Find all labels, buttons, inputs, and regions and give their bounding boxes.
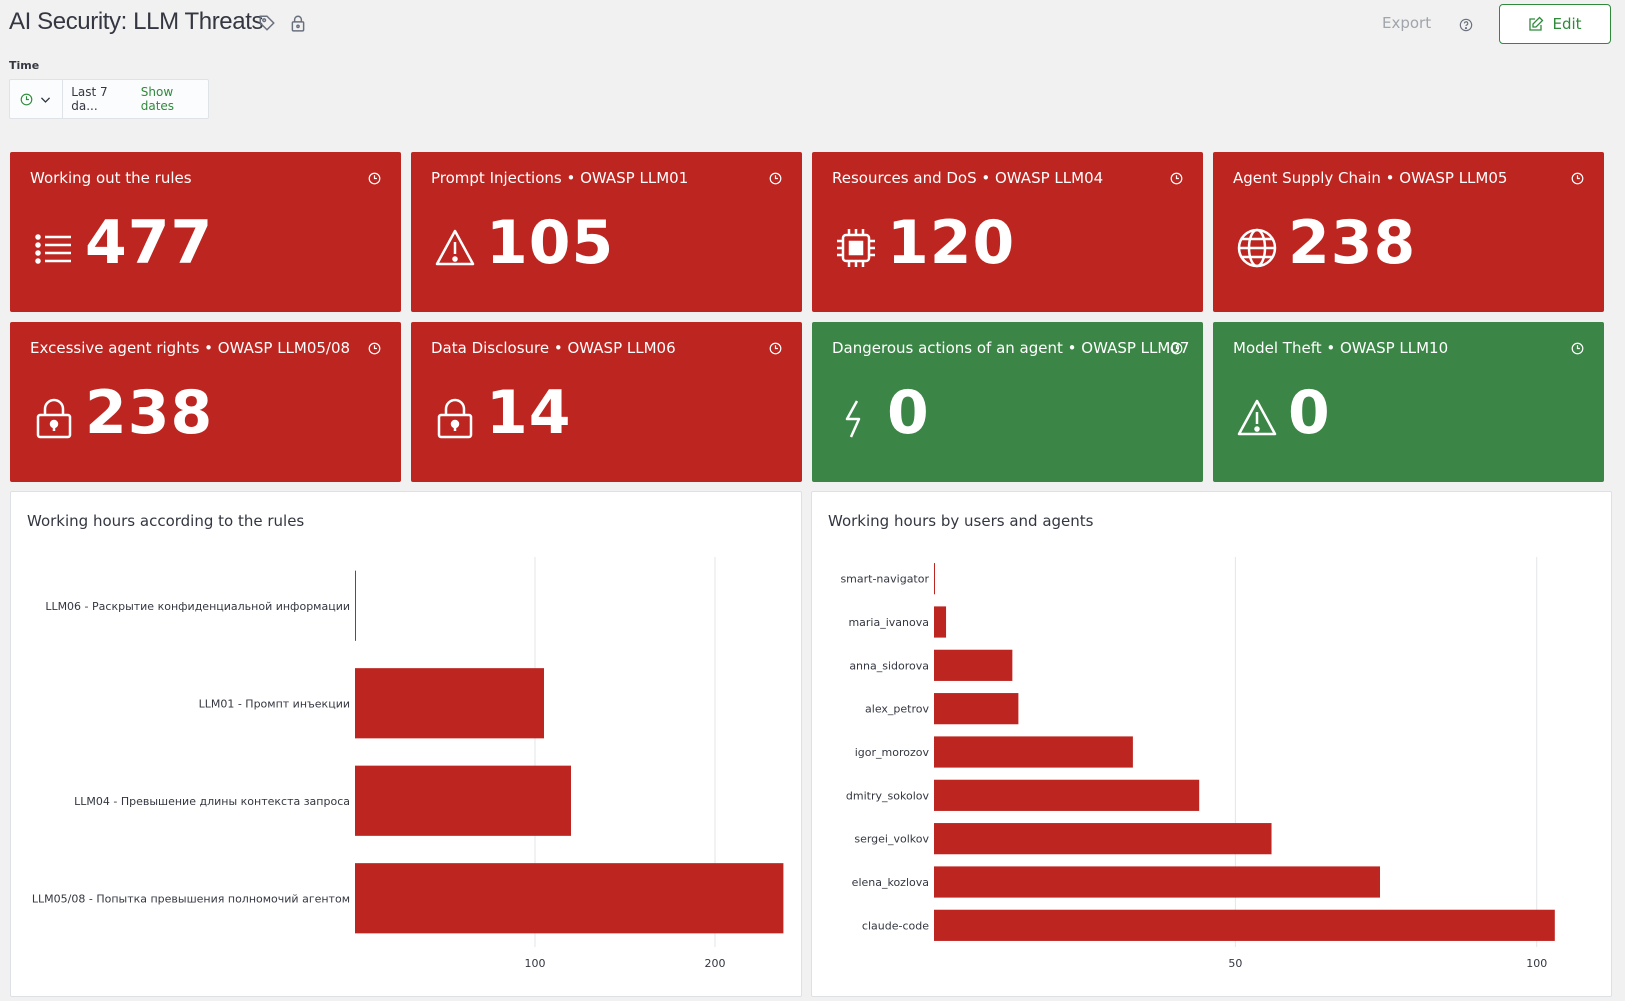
category-label: igor_morozov [855, 746, 930, 759]
bar[interactable] [934, 693, 1019, 725]
clock-icon [1170, 342, 1183, 355]
x-tick-label: 200 [705, 957, 726, 970]
metric-card[interactable]: Working out the rules 477 [10, 152, 401, 312]
lock-icon [36, 398, 72, 439]
top-bar: AI Security: LLM Threats Export Edit [0, 0, 1625, 56]
bar[interactable] [355, 570, 356, 641]
bar[interactable] [934, 823, 1272, 855]
category-label: LLM04 - Превышение длины контекста запро… [74, 795, 350, 808]
clock-icon [1170, 172, 1183, 185]
bar[interactable] [934, 563, 935, 595]
card-value: 477 [85, 208, 214, 278]
category-label: smart-navigator [840, 573, 929, 586]
card-title: Agent Supply Chain • OWASP LLM05 [1233, 169, 1508, 187]
card-title: Resources and DoS • OWASP LLM04 [832, 169, 1104, 187]
category-label: claude-code [862, 919, 929, 932]
card-value: 0 [1288, 378, 1331, 448]
card-title: Prompt Injections • OWASP LLM01 [431, 169, 689, 187]
time-range-text: Last 7 da... [71, 85, 108, 113]
rules-hours-panel: Working hours according to the rules 100… [10, 491, 802, 997]
metric-card[interactable]: Prompt Injections • OWASP LLM01 105 [411, 152, 802, 312]
bar[interactable] [355, 765, 571, 836]
bar[interactable] [355, 668, 544, 739]
users-hours-panel: Working hours by users and agents 50 100 s… [811, 491, 1612, 997]
bar[interactable] [934, 606, 947, 638]
metric-card[interactable]: Agent Supply Chain • OWASP LLM05 238 [1213, 152, 1604, 312]
category-label: dmitry_sokolov [846, 789, 930, 802]
clock-icon [368, 172, 381, 185]
lock-icon[interactable] [289, 14, 307, 32]
warning-icon [435, 229, 475, 266]
panel-title: Working hours by users and agents [828, 512, 1094, 530]
category-label: LLM05/08 - Попытка превышения полномочий… [32, 892, 350, 905]
chip-icon [837, 229, 875, 267]
metric-card[interactable]: Data Disclosure • OWASP LLM06 14 [411, 322, 802, 482]
tag-icon[interactable] [258, 14, 276, 32]
category-label: LLM06 - Раскрытие конфиденциальной инфор… [45, 600, 350, 613]
card-title: Dangerous actions of an agent • OWASP LL… [832, 339, 1190, 357]
bar[interactable] [355, 863, 784, 934]
bar[interactable] [934, 779, 1200, 811]
panel-title: Working hours according to the rules [27, 512, 305, 530]
time-picker: Last 7 da... Show dates [9, 79, 209, 119]
page-title: AI Security: LLM Threats [9, 8, 264, 35]
metric-card[interactable]: Model Theft • OWASP LLM10 0 [1213, 322, 1604, 482]
quick-select-button[interactable] [10, 80, 64, 118]
category-label: elena_kozlova [852, 876, 929, 889]
list-icon [35, 234, 71, 264]
chevron-down-icon [41, 96, 51, 103]
metric-card[interactable]: Dangerous actions of an agent • OWASP LL… [812, 322, 1203, 482]
card-value: 238 [85, 378, 214, 448]
users-hours-chart: 50 100 smart-navigator maria_ivanova anna_si… [840, 557, 1555, 970]
clock-icon [769, 342, 782, 355]
time-label: Time [9, 59, 40, 72]
category-label: anna_sidorova [849, 659, 929, 672]
bar[interactable] [934, 736, 1133, 768]
bar[interactable] [934, 649, 1013, 681]
warning-icon [1237, 399, 1277, 436]
card-value: 14 [486, 378, 572, 448]
edit-label: Edit [1552, 15, 1582, 33]
x-tick-label: 100 [525, 957, 546, 970]
metric-card[interactable]: Excessive agent rights • OWASP LLM05/08 … [10, 322, 401, 482]
card-value: 120 [887, 208, 1016, 278]
bar[interactable] [934, 866, 1381, 898]
rules-hours-chart: 100 200 LLM06 - Раскрытие конфиденциальной… [32, 557, 784, 970]
x-tick-label: 100 [1526, 957, 1547, 970]
category-label: LLM01 - Промпт инъекции [199, 697, 350, 710]
x-tick-label: 50 [1228, 957, 1242, 970]
category-label: maria_ivanova [848, 616, 929, 629]
metric-card[interactable]: Resources and DoS • OWASP LLM04 120 [812, 152, 1203, 312]
card-title: Model Theft • OWASP LLM10 [1233, 339, 1449, 357]
clock-icon [368, 342, 381, 355]
category-label: sergei_volkov [854, 833, 929, 846]
category-label: alex_petrov [865, 703, 929, 716]
bolt-icon [845, 400, 861, 438]
card-title: Excessive agent rights • OWASP LLM05/08 [30, 339, 351, 357]
clock-icon [20, 93, 33, 105]
show-dates-link[interactable]: Show dates [140, 85, 175, 113]
pencil-icon [1529, 16, 1544, 31]
bar[interactable] [934, 909, 1555, 941]
card-value: 105 [486, 208, 615, 278]
card-title: Working out the rules [30, 169, 192, 187]
help-icon[interactable] [1459, 17, 1473, 32]
card-value: 238 [1288, 208, 1417, 278]
edit-button[interactable]: Edit [1499, 4, 1611, 44]
card-title: Data Disclosure • OWASP LLM06 [431, 339, 676, 357]
clock-icon [1571, 172, 1584, 185]
card-value: 0 [887, 378, 930, 448]
globe-icon [1237, 228, 1277, 268]
export-button[interactable]: Export [1382, 14, 1432, 32]
clock-icon [1571, 342, 1584, 355]
lock-icon [437, 398, 473, 439]
clock-icon [769, 172, 782, 185]
